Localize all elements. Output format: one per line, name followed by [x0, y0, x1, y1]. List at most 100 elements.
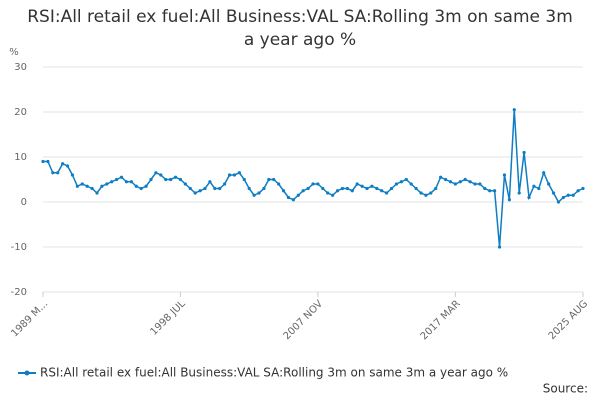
point: [105, 182, 109, 186]
point: [502, 173, 507, 177]
point: [380, 189, 384, 193]
point: [404, 177, 408, 182]
point: [257, 191, 261, 195]
point: [443, 177, 448, 182]
point: [424, 193, 428, 197]
point: [70, 173, 75, 177]
point: [409, 182, 413, 186]
point: [483, 186, 487, 191]
legend-label: RSI:All retail ex fuel:All Business:VAL …: [40, 366, 508, 380]
point: [532, 184, 536, 188]
point: [183, 182, 187, 186]
point: [56, 171, 60, 175]
point: [311, 182, 315, 186]
point: [385, 191, 389, 195]
point: [365, 186, 369, 191]
point: [493, 189, 497, 193]
point: [154, 171, 158, 175]
line: [43, 109, 584, 248]
point: [286, 195, 291, 200]
point: [100, 184, 104, 188]
point: [149, 177, 153, 182]
point: [321, 186, 325, 191]
point: [173, 175, 178, 179]
point: [389, 186, 394, 191]
point: [291, 198, 295, 202]
point: [129, 180, 133, 184]
x-tick-label: 2025 AUG: [547, 298, 591, 342]
point: [301, 189, 305, 193]
point: [272, 177, 276, 182]
point: [576, 189, 580, 193]
chart-title: RSI:All retail ex fuel:All Business:VAL …: [27, 7, 573, 50]
point: [306, 186, 310, 191]
point: [267, 177, 271, 182]
point: [252, 193, 256, 197]
y-tick-label: 0: [21, 197, 27, 208]
point: [527, 195, 531, 200]
point: [497, 245, 502, 249]
y-tick-label: -10: [11, 242, 27, 253]
legend-marker: [24, 370, 30, 376]
point: [355, 182, 359, 186]
point: [419, 191, 423, 195]
point: [139, 186, 143, 191]
point: [556, 200, 561, 204]
point: [213, 186, 217, 191]
point: [335, 189, 340, 193]
point: [262, 186, 266, 191]
point: [277, 182, 281, 186]
point: [331, 193, 335, 197]
point: [488, 189, 492, 193]
point: [448, 180, 453, 184]
x-tick-label: 2007 NOV: [282, 298, 326, 342]
point: [439, 175, 443, 179]
point: [164, 177, 168, 182]
point: [551, 191, 556, 195]
point: [193, 191, 197, 195]
point: [296, 193, 300, 197]
point: [542, 171, 546, 175]
point: [350, 189, 354, 193]
point: [537, 186, 541, 191]
point: [65, 164, 70, 168]
point: [370, 184, 374, 188]
point: [281, 189, 286, 193]
y-tick-label: -20: [11, 287, 27, 298]
point: [80, 182, 84, 186]
point: [547, 182, 551, 186]
point: [512, 108, 516, 112]
point: [394, 182, 399, 186]
point: [247, 186, 251, 191]
point: [85, 184, 89, 188]
point: [61, 162, 65, 166]
point: [326, 191, 330, 195]
point: [208, 180, 212, 184]
point: [237, 171, 241, 175]
point: [414, 186, 418, 191]
point: [203, 186, 207, 191]
y-tick-label: 30: [14, 62, 27, 73]
point: [115, 177, 119, 182]
point: [345, 186, 349, 191]
point: [429, 191, 433, 195]
point: [463, 177, 467, 182]
point: [473, 182, 477, 186]
point: [340, 186, 345, 191]
point: [159, 173, 163, 177]
point: [46, 159, 50, 164]
y-tick-label: 20: [14, 107, 27, 118]
point: [571, 193, 575, 197]
point: [198, 189, 202, 193]
point: [316, 182, 320, 186]
point: [144, 184, 148, 188]
point: [51, 171, 55, 175]
x-tick-label: 1998 JUL: [148, 298, 188, 338]
point: [218, 186, 222, 191]
y-tick-label: 10: [14, 152, 27, 163]
x-tick-label: 1989 M...: [9, 298, 50, 339]
point: [188, 186, 192, 191]
point: [561, 195, 565, 200]
